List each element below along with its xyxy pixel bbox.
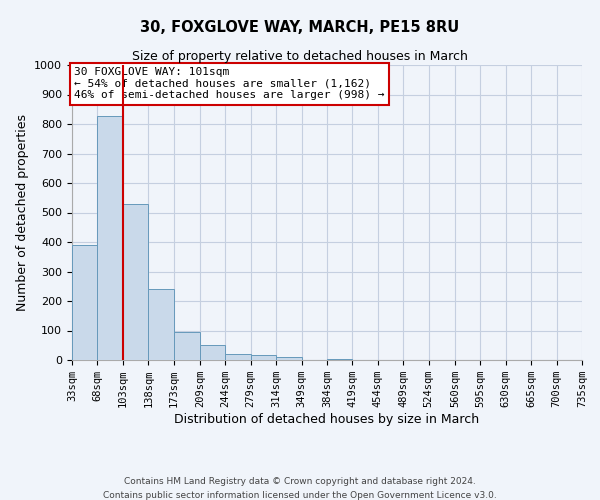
Y-axis label: Number of detached properties: Number of detached properties — [16, 114, 29, 311]
Text: 30 FOXGLOVE WAY: 101sqm
← 54% of detached houses are smaller (1,162)
46% of semi: 30 FOXGLOVE WAY: 101sqm ← 54% of detache… — [74, 67, 385, 100]
Text: 30, FOXGLOVE WAY, MARCH, PE15 8RU: 30, FOXGLOVE WAY, MARCH, PE15 8RU — [140, 20, 460, 35]
Bar — [327, 358, 352, 360]
X-axis label: Distribution of detached houses by size in March: Distribution of detached houses by size … — [175, 413, 479, 426]
Text: Contains HM Land Registry data © Crown copyright and database right 2024.: Contains HM Land Registry data © Crown c… — [124, 478, 476, 486]
Bar — [174, 332, 200, 360]
Bar — [72, 245, 97, 360]
Bar — [97, 116, 123, 360]
Bar — [251, 355, 276, 360]
Text: Contains public sector information licensed under the Open Government Licence v3: Contains public sector information licen… — [103, 491, 497, 500]
Bar — [200, 345, 225, 360]
Bar — [276, 357, 302, 360]
Text: Size of property relative to detached houses in March: Size of property relative to detached ho… — [132, 50, 468, 63]
Bar — [225, 354, 251, 360]
Bar — [148, 288, 174, 360]
Bar — [123, 204, 148, 360]
